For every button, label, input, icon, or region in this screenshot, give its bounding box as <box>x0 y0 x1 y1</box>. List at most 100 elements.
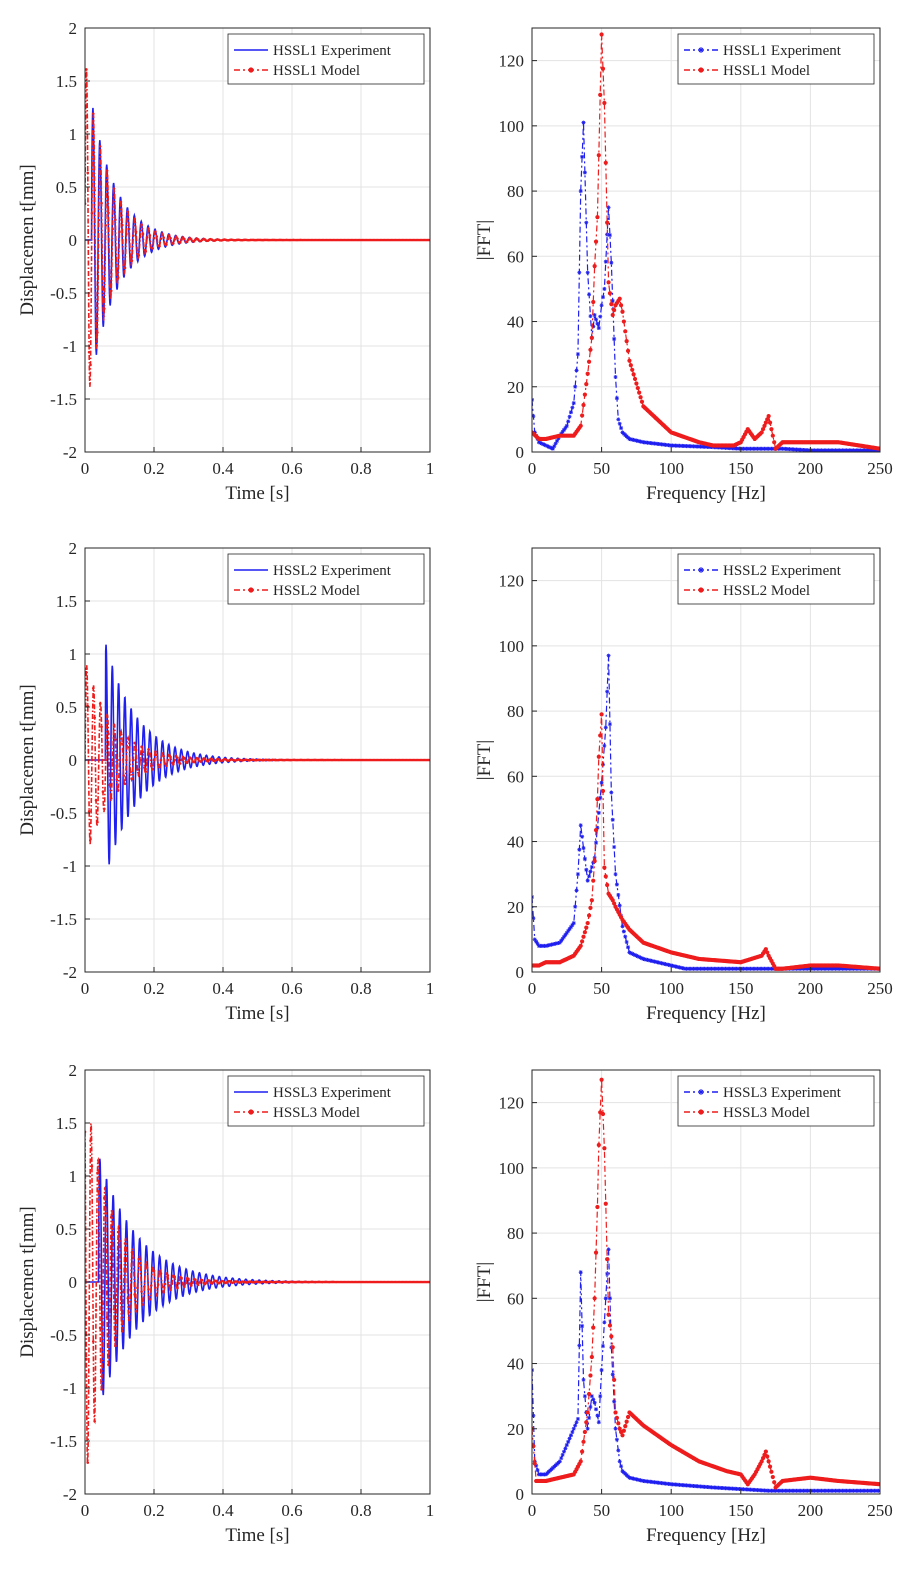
data-point <box>104 1211 107 1215</box>
x-tick-label: 0.6 <box>281 459 302 478</box>
data-point <box>127 227 131 231</box>
data-point <box>600 788 606 794</box>
data-point <box>176 756 179 759</box>
data-point <box>603 259 608 264</box>
data-point <box>170 1282 174 1285</box>
data-point <box>104 223 107 227</box>
data-point <box>582 856 587 861</box>
data-point <box>609 1334 614 1339</box>
data-point <box>605 882 610 888</box>
data-point <box>90 1164 94 1168</box>
data-point <box>134 1309 138 1313</box>
data-point <box>185 240 189 244</box>
data-point <box>101 1302 105 1305</box>
data-point <box>570 1430 575 1435</box>
data-point <box>129 770 132 774</box>
data-point <box>596 754 601 759</box>
data-point <box>589 335 594 340</box>
data-point <box>577 1343 582 1348</box>
data-point <box>163 762 167 765</box>
data-point <box>763 1449 768 1454</box>
data-point <box>140 223 143 226</box>
data-point <box>588 347 593 352</box>
data-point <box>154 1286 157 1290</box>
y-tick-label: 40 <box>507 833 524 852</box>
data-point <box>165 243 168 246</box>
legend-marker <box>248 67 254 73</box>
data-point <box>585 1426 590 1431</box>
data-point <box>89 1139 92 1142</box>
y-axis-label: Displacemen t[mm] <box>17 684 38 835</box>
y-tick-label: 80 <box>507 1224 524 1243</box>
data-point <box>172 763 175 766</box>
legend-marker <box>248 1109 254 1115</box>
data-point <box>107 732 110 736</box>
y-tick-label: 120 <box>499 52 525 71</box>
data-point <box>160 232 164 236</box>
series-group <box>85 1123 430 1464</box>
data-point <box>610 1345 615 1350</box>
data-point <box>133 217 136 221</box>
data-point <box>532 1444 536 1449</box>
data-point <box>126 1296 130 1300</box>
data-point <box>138 1261 142 1265</box>
data-point <box>581 846 586 851</box>
data-point <box>580 939 585 944</box>
data-point <box>599 1368 604 1373</box>
y-tick-label: 120 <box>499 572 525 591</box>
data-point <box>140 1290 143 1293</box>
legend-marker <box>698 1109 704 1115</box>
data-point <box>633 953 638 958</box>
data-point <box>536 440 541 445</box>
data-point <box>575 872 580 877</box>
data-point <box>87 809 91 813</box>
data-point <box>560 936 565 941</box>
data-point <box>166 1274 170 1277</box>
data-point <box>767 1464 773 1469</box>
data-point <box>151 1267 154 1270</box>
data-point <box>160 752 164 755</box>
data-point <box>566 1439 571 1444</box>
data-point <box>115 778 119 781</box>
data-point <box>560 1452 565 1457</box>
data-point <box>600 295 605 300</box>
data-point <box>610 1372 615 1377</box>
x-tick-label: 100 <box>658 459 684 478</box>
data-point <box>152 236 156 240</box>
data-point <box>172 242 175 245</box>
data-point <box>112 187 116 190</box>
data-point <box>201 1278 204 1282</box>
data-point <box>628 951 633 956</box>
y-tick-label: -2 <box>63 1485 77 1504</box>
data-point <box>581 1439 586 1444</box>
data-point <box>574 888 579 893</box>
y-tick-label: -0.5 <box>50 1326 77 1345</box>
y-tick-label: 2 <box>69 1061 78 1080</box>
data-point <box>181 1282 185 1286</box>
data-point <box>114 738 117 741</box>
data-point <box>596 1142 601 1148</box>
data-point <box>100 201 103 205</box>
data-point <box>606 1247 611 1252</box>
data-point <box>107 1363 110 1367</box>
data-point <box>112 1307 116 1311</box>
data-point <box>109 289 113 293</box>
data-point <box>573 904 578 909</box>
data-point <box>630 367 635 372</box>
data-point <box>141 750 145 754</box>
legend-marker <box>698 1089 704 1095</box>
data-point <box>86 1461 90 1464</box>
data-point <box>630 951 635 956</box>
data-point <box>174 1283 178 1286</box>
data-point <box>595 321 600 326</box>
legend-entry: HSSL2 Experiment <box>723 563 842 579</box>
x-tick-label: 1 <box>426 459 435 478</box>
y-tick-label: -1 <box>63 1379 77 1398</box>
data-point <box>596 810 601 815</box>
data-point <box>532 937 537 942</box>
y-tick-label: 0.5 <box>56 178 77 197</box>
series-group <box>532 32 880 452</box>
data-point <box>118 758 121 762</box>
data-point <box>85 667 88 671</box>
data-point <box>612 336 617 341</box>
